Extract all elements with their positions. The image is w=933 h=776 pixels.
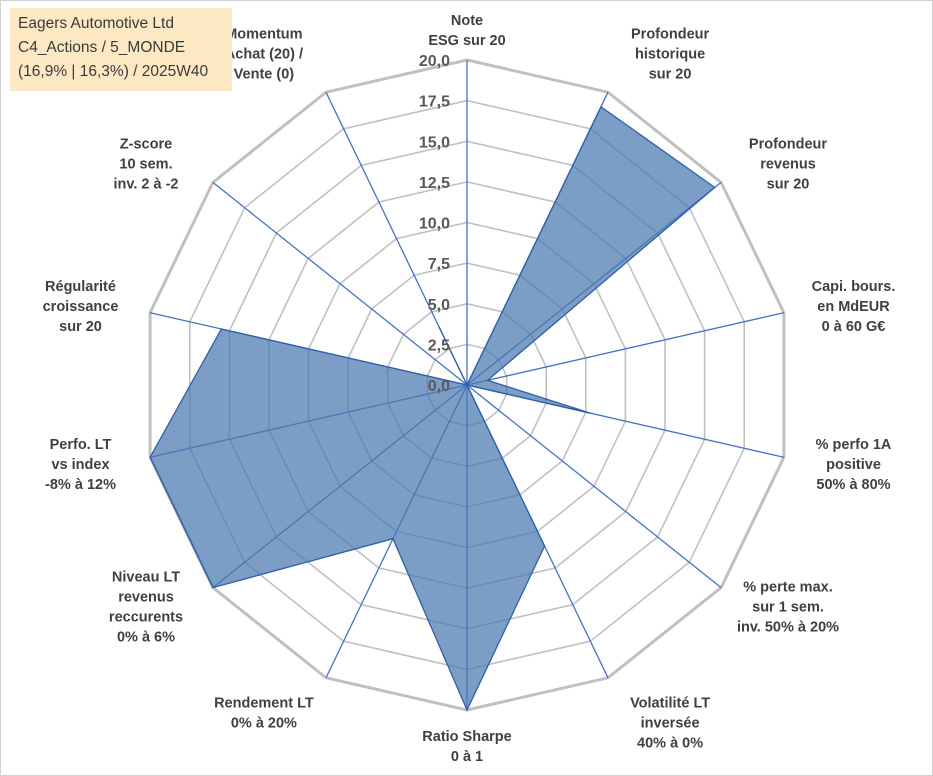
category-label-line: reccurents: [109, 609, 183, 625]
category-label-line: 0% à 6%: [117, 629, 175, 645]
radar-tick-labels: 0,0 2,5 5,0 7,5 10,0 12,5 15,0 17,5 20,0: [419, 53, 450, 395]
category-label: Capi. bours. en MdEUR 0 à 60 G€: [812, 279, 896, 335]
tick-label: 17,5: [419, 94, 450, 111]
category-label-line: -8% à 12%: [45, 477, 116, 493]
category-label-line: 40% à 0%: [637, 735, 703, 751]
category-label-line: inv. 2 à -2: [113, 177, 178, 193]
radar-spoke: [212, 181, 468, 386]
category-label-line: sur 20: [59, 319, 102, 335]
tick-label: 0,0: [428, 378, 450, 395]
tick-label: 20,0: [419, 53, 450, 70]
category-label-line: historique: [635, 47, 705, 63]
category-label-line: vs index: [51, 457, 109, 473]
category-label-line: sur 20: [767, 177, 810, 193]
category-label-line: inv. 50% à 20%: [737, 619, 839, 635]
performance-stats: (16,9% | 16,3%) / 2025W40: [18, 63, 209, 80]
category-label: Régularité croissance sur 20: [43, 279, 119, 335]
category-label-line: Profondeur: [749, 137, 827, 153]
category-label-line: sur 1 sem.: [752, 599, 824, 615]
category-label-line: 50% à 80%: [816, 477, 890, 493]
portfolio-name: C4_Actions / 5_MONDE: [18, 39, 186, 56]
tick-label: 2,5: [428, 337, 450, 354]
category-label-line: Vente (0): [234, 67, 295, 83]
category-label-line: 0% à 20%: [231, 715, 297, 731]
category-label-line: Rendement LT: [214, 695, 314, 711]
category-label-line: positive: [826, 457, 881, 473]
category-label: Niveau LT revenus reccurents 0% à 6%: [109, 569, 183, 645]
category-label-line: inversée: [641, 715, 700, 731]
tick-label: 10,0: [419, 216, 450, 233]
category-label-line: 0 à 1: [451, 749, 483, 765]
chart-title-box: Eagers Automotive Ltd C4_Actions / 5_MON…: [10, 8, 232, 91]
category-label: Volatilité LT inversée 40% à 0%: [630, 695, 710, 751]
category-label-line: 10 sem.: [119, 157, 172, 173]
category-label: Ratio Sharpe 0 à 1: [422, 729, 511, 765]
tick-label: 12,5: [419, 175, 450, 192]
tick-label: 15,0: [419, 134, 450, 151]
category-label-line: Profondeur: [631, 27, 709, 43]
category-label-line: sur 20: [649, 67, 692, 83]
category-label-line: Niveau LT: [112, 569, 180, 585]
radar-spoke: [466, 312, 785, 386]
category-label-line: Ratio Sharpe: [422, 729, 511, 745]
category-label-line: % perte max.: [743, 579, 832, 595]
category-label: Rendement LT 0% à 20%: [214, 695, 314, 731]
category-label-line: croissance: [43, 299, 119, 315]
category-label-line: % perfo 1A: [816, 437, 892, 453]
category-label-line: ESG sur 20: [428, 33, 505, 49]
radar-spoke: [466, 384, 722, 589]
category-label-line: Note: [451, 13, 483, 29]
radar-category-labels: Note ESG sur 20 Profondeur historique sur 20…: [43, 13, 896, 765]
category-label-line: Régularité: [45, 279, 116, 295]
category-label-line: revenus: [118, 589, 174, 605]
category-label-line: Momentum: [225, 27, 302, 43]
category-label-line: 0 à 60 G€: [822, 319, 886, 335]
category-label-line: Z-score: [120, 137, 172, 153]
category-label-line: Achat (20) /: [225, 47, 303, 63]
category-label: % perfo 1A positive 50% à 80%: [816, 437, 892, 493]
tick-label: 5,0: [428, 297, 450, 314]
category-label: Profondeur historique sur 20: [631, 27, 709, 83]
radar-series: [149, 105, 716, 712]
category-label: Note ESG sur 20: [428, 13, 505, 49]
category-label-line: Volatilité LT: [630, 695, 710, 711]
category-label: Z-score 10 sem. inv. 2 à -2: [113, 137, 178, 193]
category-label: Perfo. LT vs index -8% à 12%: [45, 437, 116, 493]
series-area: [149, 105, 716, 712]
category-label: Momentum Achat (20) / Vente (0): [225, 27, 303, 83]
category-label-line: Perfo. LT: [50, 437, 112, 453]
tick-label: 7,5: [428, 256, 450, 273]
category-label-line: revenus: [760, 157, 816, 173]
category-label-line: en MdEUR: [817, 299, 890, 315]
category-label: % perte max. sur 1 sem. inv. 50% à 20%: [737, 579, 839, 635]
company-name: Eagers Automotive Ltd: [18, 15, 174, 32]
category-label: Profondeur revenus sur 20: [749, 137, 827, 193]
category-label-line: Capi. bours.: [812, 279, 896, 295]
